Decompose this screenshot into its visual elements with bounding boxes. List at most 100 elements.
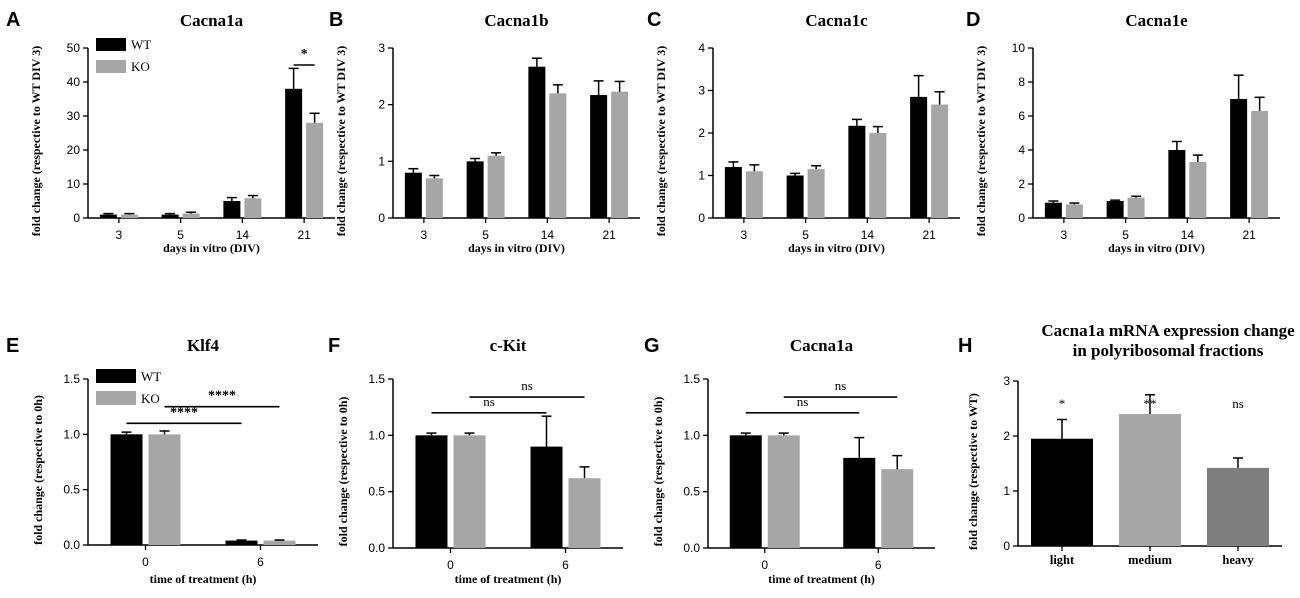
legend-label: WT — [131, 37, 151, 52]
wt-bar — [530, 446, 563, 548]
y-tick-label: 1.5 — [368, 372, 385, 386]
y-tick-label: 6 — [1018, 109, 1025, 123]
y-tick-label: 0 — [1018, 211, 1025, 225]
y-tick-label: 50 — [67, 41, 81, 55]
significance-label: * — [1059, 396, 1066, 411]
wt-bar — [910, 96, 928, 218]
panel-d: D Cacna1e fold change (respective to WT DI… — [966, 9, 1280, 255]
legend-label: WT — [141, 369, 161, 384]
ko-bar — [931, 104, 949, 218]
y-tick-label: 0 — [1003, 539, 1010, 553]
ko-bar — [120, 214, 138, 218]
legend-swatch-ko — [96, 60, 126, 73]
ko-bar — [487, 155, 505, 218]
wt-bar — [285, 88, 303, 218]
y-tick-label: 0.5 — [63, 483, 80, 497]
y-tick-label: 1 — [698, 169, 705, 183]
legend-label: KO — [131, 59, 150, 74]
x-tick-label: 14 — [236, 228, 250, 242]
x-tick-label: 0 — [761, 558, 768, 572]
y-tick-label: 3 — [378, 41, 385, 55]
panel-letter: B — [329, 9, 343, 31]
y-axis-label: fold change (respective to WT) — [966, 393, 980, 550]
y-tick-label: 0.0 — [368, 541, 385, 555]
wt-bar — [161, 214, 179, 218]
chart-title: c-Kit — [490, 336, 527, 355]
wt-bar — [466, 161, 484, 218]
ko-bar — [1189, 161, 1207, 218]
x-tick-label: 14 — [541, 228, 555, 242]
ko-bar — [182, 213, 200, 218]
ko-bar — [767, 435, 800, 548]
ko-bar — [306, 122, 324, 218]
x-axis-label: time of treatment (h) — [150, 572, 257, 586]
panel-letter: A — [6, 9, 20, 31]
x-tick-label: 6 — [257, 555, 264, 569]
significance-label: **** — [208, 389, 236, 404]
legend-swatch-wt — [96, 369, 136, 383]
x-tick-label: 5 — [1122, 228, 1129, 242]
y-tick-label: 0.0 — [683, 541, 700, 555]
ko-bar — [148, 434, 181, 545]
ko-bar — [869, 133, 887, 218]
wt-bar — [528, 66, 546, 218]
y-tick-label: 40 — [67, 75, 81, 89]
x-axis-label: time of treatment (h) — [768, 572, 875, 586]
significance-label: ns — [797, 394, 809, 409]
x-tick-label: 21 — [922, 228, 936, 242]
panel-letter: H — [958, 335, 972, 357]
x-tick-label: 0 — [447, 558, 454, 572]
chart-title: Klf4 — [187, 336, 220, 355]
ko-bar — [453, 435, 486, 548]
significance-label: ns — [521, 378, 533, 393]
y-tick-label: 3 — [698, 84, 705, 98]
significance-label: ns — [1232, 396, 1244, 411]
panel-letter: C — [647, 9, 661, 31]
x-tick-label: 3 — [116, 228, 123, 242]
chart-title-line2: in polyribosomal fractions — [1073, 341, 1264, 360]
chart-title: Cacna1b — [484, 11, 548, 30]
x-axis-label: days in vitro (DIV) — [788, 241, 885, 255]
significance-label: ns — [483, 394, 495, 409]
y-tick-label: 1.0 — [63, 427, 80, 441]
y-tick-label: 10 — [1012, 41, 1026, 55]
wt-bar — [848, 125, 866, 218]
y-tick-label: 0 — [698, 211, 705, 225]
y-tick-label: 1.0 — [368, 428, 385, 442]
y-tick-label: 1.5 — [63, 372, 80, 386]
y-tick-label: 3 — [1003, 374, 1010, 388]
x-axis-label: days in vitro (DIV) — [1108, 241, 1205, 255]
panel-letter: G — [644, 335, 660, 357]
wt-bar — [1168, 150, 1186, 218]
panel-a: A Cacna1a fold change (respective to WT DI… — [6, 9, 335, 255]
y-tick-label: 4 — [698, 41, 705, 55]
y-tick-label: 2 — [698, 126, 705, 140]
y-tick-label: 30 — [67, 109, 81, 123]
chart-title: Cacna1e — [1125, 11, 1188, 30]
x-axis-label: days in vitro (DIV) — [163, 241, 260, 255]
y-tick-label: 2 — [1018, 177, 1025, 191]
significance-label: ** — [1144, 396, 1157, 411]
x-tick-label: 14 — [861, 228, 875, 242]
y-tick-label: 2 — [378, 98, 385, 112]
x-axis-label: time of treatment (h) — [455, 572, 562, 586]
x-tick-label: 0 — [142, 555, 149, 569]
legend-label: KO — [141, 391, 160, 406]
y-axis-label: fold change (respective to 0h) — [651, 397, 665, 547]
ko-bar — [807, 169, 825, 218]
x-tick-label: 5 — [802, 228, 809, 242]
y-tick-label: 8 — [1018, 75, 1025, 89]
ko-bar — [1127, 197, 1145, 218]
y-tick-label: 4 — [1018, 143, 1025, 157]
significance-label: * — [301, 47, 308, 62]
legend-swatch-ko — [96, 391, 136, 405]
x-tick-label: 3 — [741, 228, 748, 242]
x-tick-label: 6 — [562, 558, 569, 572]
panel-b: B Cacna1b fold change (respective to WT DI… — [329, 9, 640, 255]
ko-bar — [568, 478, 601, 548]
y-axis-label: fold change (respective to WT DIV 3) — [29, 46, 43, 236]
x-tick-label: 5 — [177, 228, 184, 242]
x-tick-label: medium — [1128, 553, 1172, 567]
